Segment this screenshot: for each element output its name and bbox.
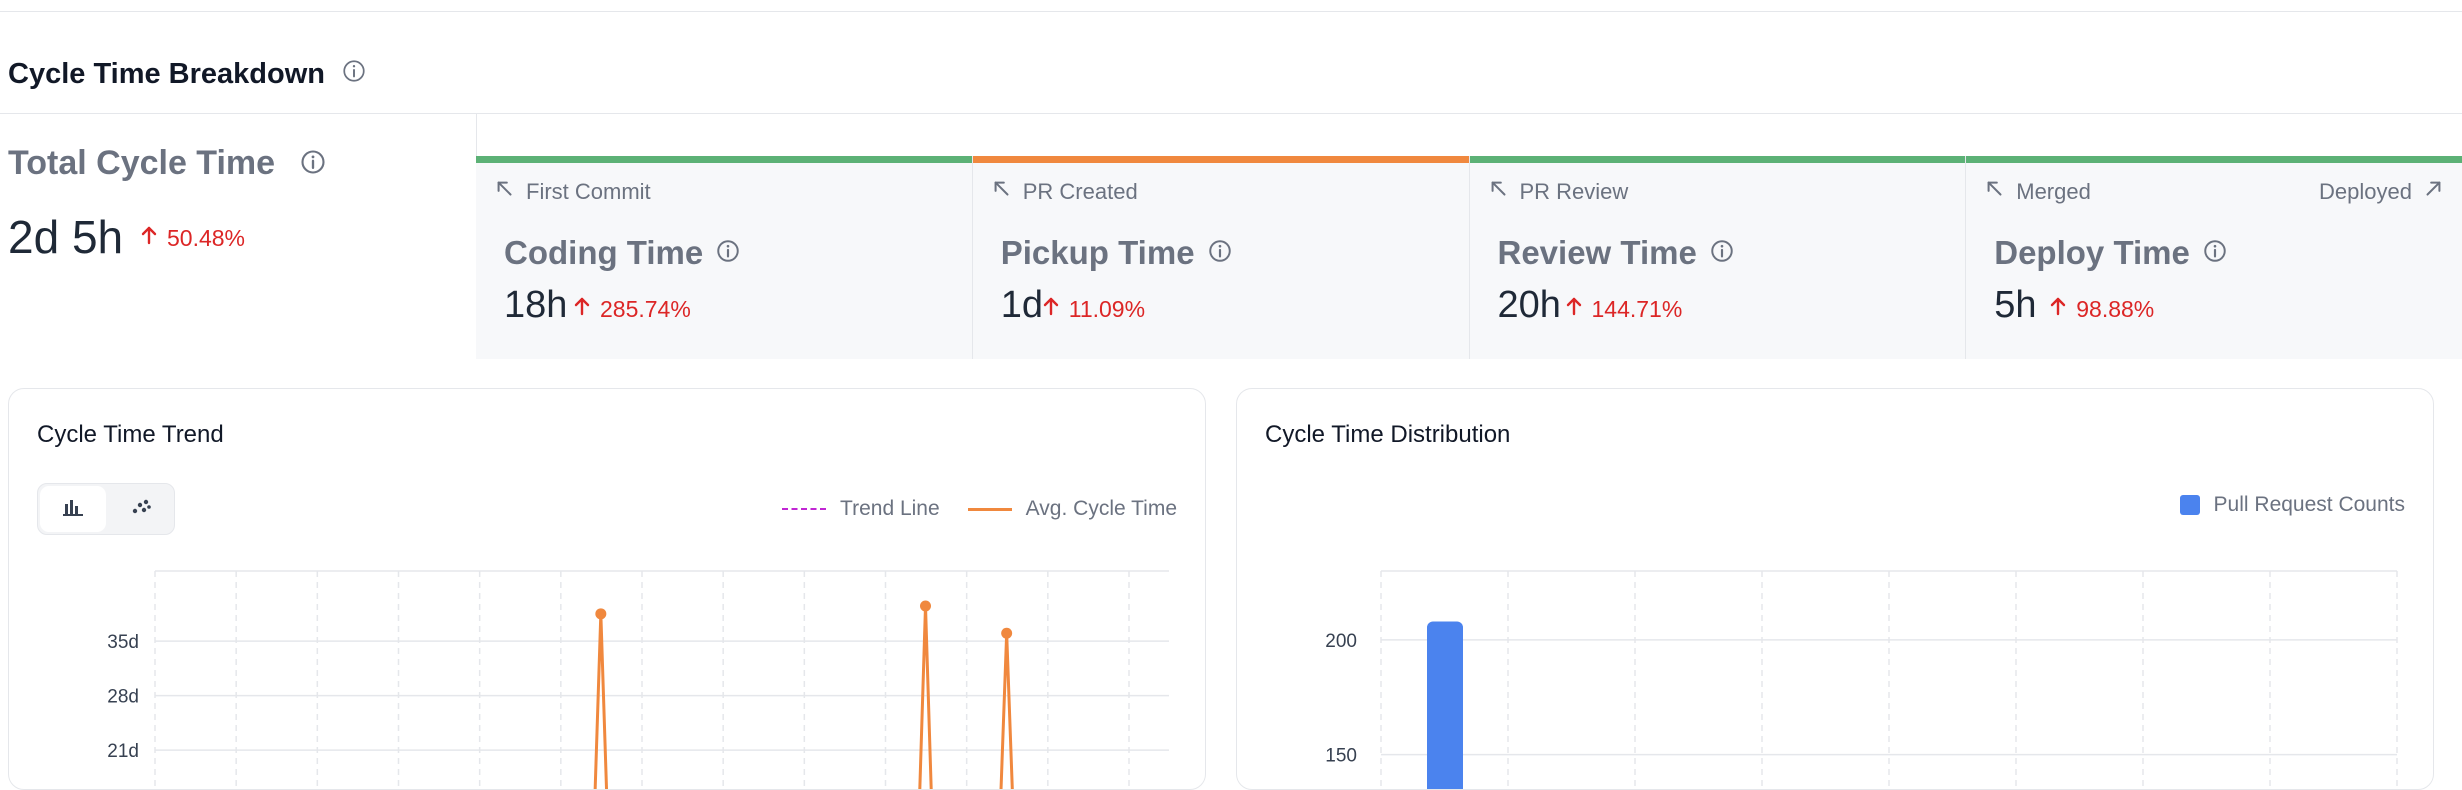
y-tick-label: 28d bbox=[107, 687, 139, 708]
stage-card-review[interactable]: PR Review Review Time 20h 144.71% bbox=[1469, 156, 1967, 359]
stage-color-bar bbox=[476, 156, 972, 163]
y-tick-label: 150 bbox=[1325, 746, 1357, 767]
cycle-time-distribution-chart: 200 150 bbox=[1325, 570, 2398, 789]
stage-delta: 285.74% bbox=[570, 294, 691, 324]
avg-cycle-time-swatch bbox=[967, 507, 1012, 511]
stage-name: Coding Time bbox=[504, 234, 741, 272]
distribution-legend: Pull Request Counts bbox=[2179, 493, 2405, 517]
arrow-up-icon bbox=[570, 294, 594, 324]
stage-start-label: PR Review bbox=[1519, 179, 1629, 204]
y-tick-label: 35d bbox=[107, 632, 139, 653]
stage-start-label: Merged bbox=[2016, 179, 2091, 204]
info-icon[interactable] bbox=[341, 58, 367, 92]
avg-cycle-time-point bbox=[1001, 627, 1013, 639]
stage-name: Review Time bbox=[1498, 234, 1735, 272]
info-icon[interactable] bbox=[1709, 234, 1735, 272]
stage-delta: 98.88% bbox=[2046, 294, 2154, 324]
bar-chart-toggle-button[interactable] bbox=[40, 486, 106, 532]
arrow-up-left-icon bbox=[991, 178, 1013, 206]
stage-color-bar bbox=[1469, 156, 1966, 163]
arrow-up-left-icon bbox=[1488, 178, 1510, 206]
stage-start: PR Created bbox=[991, 178, 1138, 206]
bar-chart-icon bbox=[63, 498, 83, 521]
stage-card-deploy[interactable]: Merged Deployed Deploy Time 5h 98.88% bbox=[1966, 156, 2462, 359]
info-icon[interactable] bbox=[715, 234, 741, 272]
cycle-time-trend-chart: 35d 28d 21d bbox=[107, 570, 1169, 789]
panel-title: Cycle Time Trend bbox=[37, 421, 224, 448]
legend-trend-line[interactable]: Trend Line bbox=[840, 497, 940, 520]
trend-legend: Trend Line Avg. Cycle Time bbox=[782, 497, 1177, 521]
stage-color-bar bbox=[972, 156, 1469, 163]
stage-start: First Commit bbox=[494, 178, 651, 206]
arrow-up-right-icon bbox=[2422, 178, 2444, 206]
info-icon[interactable] bbox=[299, 146, 327, 185]
stage-delta-text: 11.09% bbox=[1068, 295, 1146, 322]
stage-start-label: PR Created bbox=[1022, 179, 1138, 204]
total-cycle-time-value: 2d 5h bbox=[8, 211, 124, 263]
avg-cycle-time-line bbox=[593, 612, 609, 789]
stage-value: 20h bbox=[1497, 284, 1561, 326]
y-tick-label: 200 bbox=[1325, 631, 1357, 652]
section-title: Cycle Time Breakdown bbox=[8, 58, 367, 92]
total-cycle-time-label: Total Cycle Time bbox=[8, 144, 327, 185]
stage-delta: 11.09% bbox=[1039, 294, 1145, 324]
distribution-bar bbox=[1427, 621, 1463, 789]
chart-type-toggle bbox=[37, 483, 175, 535]
stage-delta: 144.71% bbox=[1562, 294, 1683, 324]
arrow-up-icon bbox=[1562, 294, 1586, 324]
stage-value: 5h bbox=[1994, 284, 2037, 326]
stage-end: Deployed bbox=[2319, 178, 2444, 206]
stage-name: Deploy Time bbox=[1994, 234, 2228, 272]
section-header: Cycle Time Breakdown bbox=[0, 12, 2462, 114]
stage-start: PR Review bbox=[1488, 178, 1629, 206]
total-cycle-time-card: Total Cycle Time 2d 5h 50.48% bbox=[0, 114, 477, 359]
stage-end-label: Deployed bbox=[2319, 179, 2412, 204]
stage-name-text: Coding Time bbox=[504, 234, 704, 271]
stage-delta-text: 98.88% bbox=[2076, 295, 2155, 322]
cycle-time-distribution-panel: Cycle Time Distribution Pull Request Cou… bbox=[1236, 388, 2434, 790]
arrow-up-icon bbox=[2046, 294, 2070, 324]
stage-card-pickup[interactable]: PR Created Pickup Time 1d 11.09% bbox=[972, 156, 1470, 359]
total-cycle-time-delta: 50.48% bbox=[137, 223, 245, 253]
stage-name-text: Review Time bbox=[1497, 234, 1697, 271]
scatter-chart-icon bbox=[131, 498, 151, 521]
info-icon[interactable] bbox=[2202, 234, 2228, 272]
total-cycle-time-label-text: Total Cycle Time bbox=[8, 144, 276, 182]
stage-color-bar bbox=[1966, 156, 2462, 163]
trend-line-swatch bbox=[782, 508, 827, 510]
avg-cycle-time-point bbox=[920, 600, 931, 612]
section-title-text: Cycle Time Breakdown bbox=[8, 58, 325, 90]
arrow-up-icon bbox=[137, 223, 161, 253]
cycle-time-trend-panel: Cycle Time Trend Trend Line Avg. Cycle T… bbox=[8, 388, 1206, 790]
arrow-up-left-icon bbox=[494, 178, 516, 206]
avg-cycle-time-point bbox=[595, 608, 607, 620]
stage-name: Pickup Time bbox=[1001, 234, 1233, 272]
stage-value: 1d bbox=[1000, 284, 1044, 326]
stage-delta-text: 285.74% bbox=[600, 295, 691, 322]
info-icon[interactable] bbox=[1207, 234, 1233, 272]
scatter-chart-toggle-button[interactable] bbox=[108, 484, 174, 534]
stage-card-coding[interactable]: First Commit Coding Time 18h 285.74% bbox=[476, 156, 973, 359]
total-cycle-time-delta-text: 50.48% bbox=[167, 224, 246, 251]
stage-start: Merged bbox=[1984, 178, 2091, 206]
y-tick-label: 21d bbox=[107, 741, 139, 762]
avg-cycle-time-line bbox=[918, 604, 933, 789]
stage-start-label: First Commit bbox=[526, 179, 651, 204]
top-divider bbox=[0, 0, 2462, 12]
arrow-up-left-icon bbox=[1984, 178, 2006, 206]
avg-cycle-time-line bbox=[999, 631, 1014, 789]
arrow-up-icon bbox=[1039, 294, 1063, 324]
pull-request-counts-swatch bbox=[2179, 495, 2200, 515]
panel-title: Cycle Time Distribution bbox=[1265, 421, 1511, 448]
stage-value: 18h bbox=[504, 284, 568, 326]
stage-name-text: Deploy Time bbox=[1994, 234, 2190, 271]
stage-delta-text: 144.71% bbox=[1591, 295, 1683, 322]
stage-name-text: Pickup Time bbox=[1000, 234, 1195, 271]
stage-cards: First Commit Coding Time 18h 285.74% PR … bbox=[476, 156, 2462, 359]
legend-avg-cycle-time[interactable]: Avg. Cycle Time bbox=[1025, 497, 1177, 520]
legend-pull-request-counts[interactable]: Pull Request Counts bbox=[2213, 493, 2405, 516]
